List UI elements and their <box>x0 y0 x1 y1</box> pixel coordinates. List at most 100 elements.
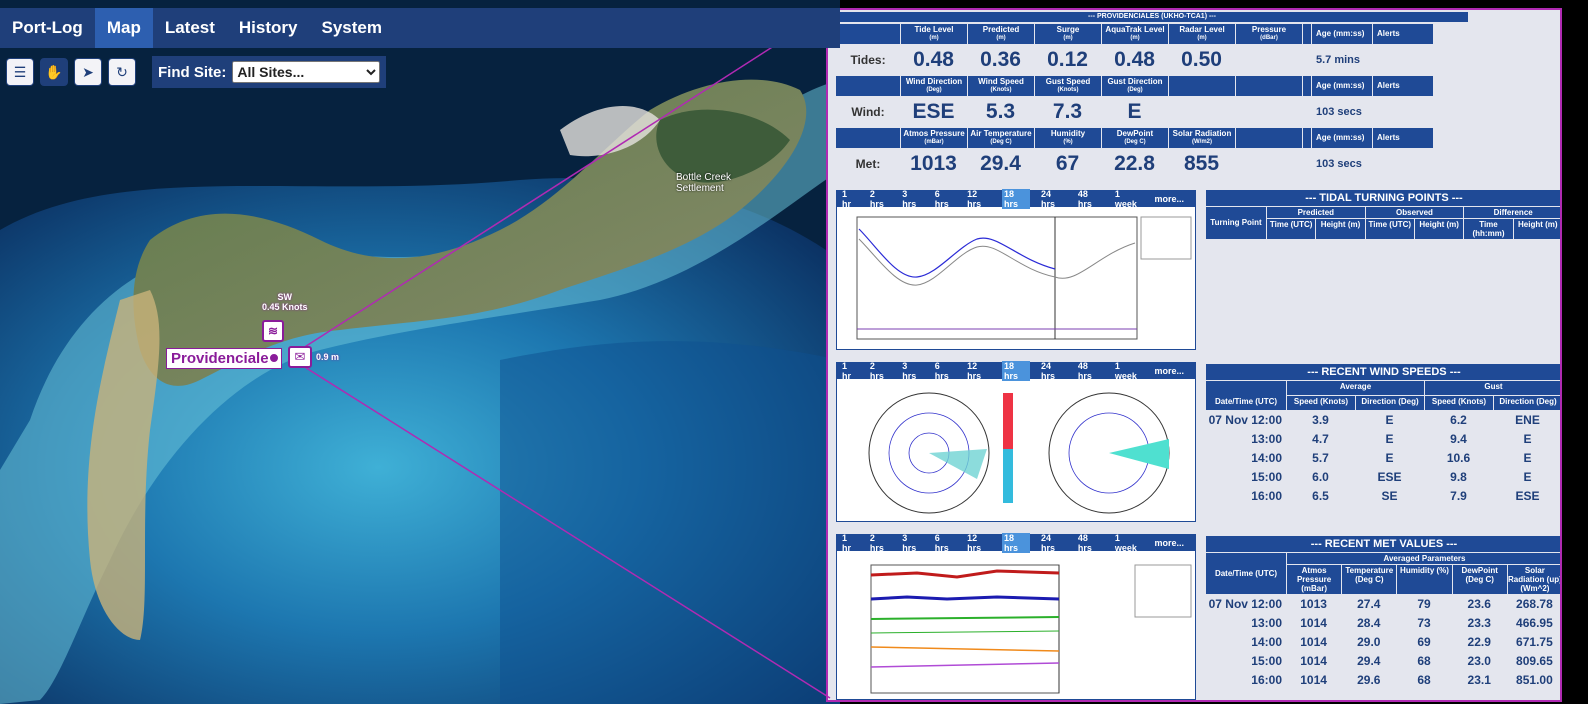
subheader: Speed (Knots) <box>1287 396 1355 410</box>
obs-age: 103 secs <box>1316 158 1362 170</box>
station-title: --- PROVIDENCIALES (UKHO-TCA1) --- <box>836 12 1468 22</box>
header-unit: (m) <box>929 35 939 41</box>
time-tab[interactable]: 12 hrs <box>967 189 982 209</box>
header-name: DewPoint <box>1116 129 1154 138</box>
recent-met-rows: 07 Nov 12:00 1013 27.4 79 23.6 268.78 13:00 101… <box>1206 595 1560 690</box>
obs-value: 1013 <box>910 152 957 175</box>
group-observed: Observed <box>1365 207 1464 218</box>
subheader: Direction (Deg) <box>1356 396 1424 410</box>
met-cell: 268.78 <box>1516 597 1553 611</box>
wind-cell: 6.2 <box>1450 413 1467 427</box>
site-label-providenciales[interactable]: Providenciales <box>166 348 282 369</box>
time-tab[interactable]: 1 hr <box>842 189 851 209</box>
map-toolbar: ☰ ✋ ➤ ↻ <box>6 58 136 86</box>
time-tab[interactable]: 1 week <box>1114 361 1137 381</box>
header-name: Humidity <box>1050 129 1086 138</box>
met-cell: 28.4 <box>1357 616 1381 630</box>
met-cell: 16:00 <box>1251 673 1282 687</box>
time-tab[interactable]: 12 hrs <box>967 361 982 381</box>
subheader: Humidity (%) <box>1397 565 1452 594</box>
tide-station-marker[interactable]: ✉ <box>288 346 312 368</box>
time-tab[interactable]: 1 week <box>1114 533 1137 553</box>
time-tab[interactable]: 1 hr <box>842 533 851 553</box>
nav-brand[interactable]: Port-Log <box>12 18 83 37</box>
time-tab[interactable]: 3 hrs <box>902 533 917 553</box>
header-name: Gust Speed <box>1045 77 1091 86</box>
pointer-icon[interactable]: ➤ <box>74 58 102 86</box>
turning-point-header: Turning Point <box>1206 207 1266 239</box>
group-gust: Gust <box>1425 381 1560 395</box>
header-spacer <box>1303 76 1311 96</box>
header-unit: (Knots) <box>1057 87 1079 93</box>
time-tab[interactable]: 12 hrs <box>967 533 982 553</box>
pan-hand-icon[interactable]: ✋ <box>40 58 68 86</box>
time-tab[interactable]: 6 hrs <box>934 533 949 553</box>
obs-label: Wind: <box>851 105 885 119</box>
time-tab[interactable]: more... <box>1154 366 1185 376</box>
tide-chart-box: 1 hr 2 hrs 3 hrs 6 hrs 12 hrs 18 hrs 24 hrs 48 … <box>836 189 1196 350</box>
header-spacer <box>1303 24 1311 44</box>
wind-cell: 07 Nov 12:00 <box>1208 413 1282 427</box>
header-name: Solar Radiation <box>1172 129 1232 138</box>
time-tab[interactable]: 1 week <box>1114 189 1137 209</box>
nav-latest[interactable]: Latest <box>164 18 215 37</box>
header-unit: (m) <box>1130 35 1140 41</box>
time-tab[interactable]: 3 hrs <box>902 189 917 209</box>
header-spacer <box>1303 128 1311 148</box>
time-tab[interactable]: 18 hrs <box>1002 533 1030 553</box>
obs-header-cell: Surge (m) <box>1035 24 1101 44</box>
wind-cell: E <box>1385 451 1394 465</box>
time-tab[interactable]: 2 hrs <box>869 533 884 553</box>
find-site-select[interactable]: All Sites... <box>232 61 381 83</box>
time-tab[interactable]: 3 hrs <box>902 361 917 381</box>
met-cell: 15:00 <box>1251 654 1282 668</box>
wind-station-marker[interactable]: ≋ <box>262 320 284 342</box>
time-tab[interactable]: more... <box>1154 194 1185 204</box>
nav-system[interactable]: System <box>321 18 382 37</box>
met-cell: 1014 <box>1300 635 1327 649</box>
group-difference: Difference <box>1464 207 1560 218</box>
nav-history[interactable]: History <box>238 18 298 37</box>
header-spacer <box>836 76 900 96</box>
obs-value: 22.8 <box>1114 152 1155 175</box>
time-tab[interactable]: 24 hrs <box>1040 361 1055 381</box>
time-tab[interactable]: 48 hrs <box>1077 533 1092 553</box>
time-tab[interactable]: 48 hrs <box>1077 361 1092 381</box>
wind-cell: 3.9 <box>1312 413 1329 427</box>
time-tab[interactable]: 18 hrs <box>1002 189 1030 209</box>
find-site: Find Site: All Sites... <box>152 56 387 88</box>
time-tab[interactable]: 24 hrs <box>1040 189 1055 209</box>
callout-lines <box>299 9 831 699</box>
wind-readout: SW 0.45 Knots <box>262 292 308 312</box>
time-tab[interactable]: more... <box>1154 538 1185 548</box>
recent-wind-speeds: --- RECENT WIND SPEEDS --- Date/Time (UT… <box>1206 364 1560 506</box>
time-tab[interactable]: 18 hrs <box>1002 361 1030 381</box>
time-tab[interactable]: 24 hrs <box>1040 533 1055 553</box>
time-tab[interactable]: 6 hrs <box>934 361 949 381</box>
time-tabs: 1 hr 2 hrs 3 hrs 6 hrs 12 hrs 18 hrs 24 hrs 48 … <box>837 189 1195 209</box>
header-unit: (dBar) <box>1260 35 1278 41</box>
met-cell: 13:00 <box>1251 616 1282 630</box>
recent-met-title: --- RECENT MET VALUES --- <box>1206 536 1560 552</box>
time-tab[interactable]: 48 hrs <box>1077 189 1092 209</box>
time-tab[interactable]: 1 hr <box>842 361 851 381</box>
time-tab[interactable]: 2 hrs <box>869 189 884 209</box>
refresh-icon[interactable]: ↻ <box>108 58 136 86</box>
obs-value: ESE <box>912 100 955 123</box>
subheader: Height (m) <box>1414 219 1464 239</box>
alerts-header: Alerts <box>1373 24 1433 44</box>
layers-icon[interactable]: ☰ <box>6 58 34 86</box>
header-unit: (m) <box>1063 35 1073 41</box>
time-tab[interactable]: 2 hrs <box>869 361 884 381</box>
obs-value: 855 <box>1183 152 1220 175</box>
obs-header-cell: AquaTrak Level (m) <box>1102 24 1168 44</box>
obs-label: Met: <box>855 157 881 171</box>
site-dot-marker[interactable] <box>268 352 280 364</box>
obs-header-wind: Wind Direction (Deg) Wind Speed (Knots) Gust… <box>836 76 1433 96</box>
time-tab[interactable]: 6 hrs <box>934 189 949 209</box>
wind-cell: 4.7 <box>1312 432 1329 446</box>
met-cell: 79 <box>1417 597 1431 611</box>
nav-map[interactable]: Map <box>94 8 153 48</box>
header-name: Predicted <box>982 25 1020 34</box>
wind-cell: 6.5 <box>1312 489 1329 503</box>
